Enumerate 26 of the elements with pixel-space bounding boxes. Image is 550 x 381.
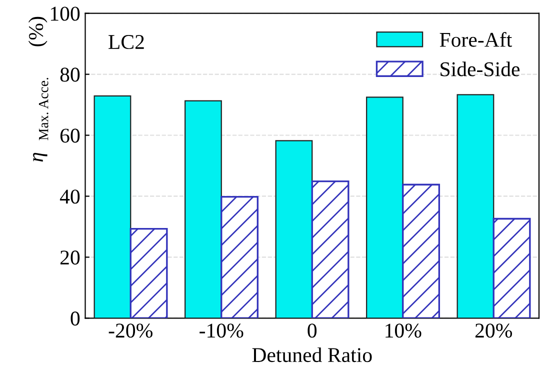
x-tick-label: 10% [386, 324, 422, 338]
bar [402, 184, 440, 318]
y-tick-label: 0 [70, 312, 80, 326]
bar [366, 96, 404, 318]
bar [275, 140, 313, 318]
x-axis-title: Detuned Ratio [252, 347, 372, 362]
x-tick-label: 0 [308, 324, 317, 338]
bar [184, 100, 222, 318]
text: η Max. Acce. (%) [28, 16, 48, 162]
bar [311, 180, 350, 318]
bar [94, 95, 132, 318]
legend-label: Fore-Aft [440, 32, 512, 47]
x-tick-label: 20% [475, 324, 512, 338]
annotation: LC2 [108, 35, 144, 50]
legend-label: Side-Side [440, 62, 520, 76]
x-tick-label: -10% [200, 324, 244, 338]
bar [456, 94, 494, 318]
bar [220, 196, 259, 318]
y-tick-label: 60 [60, 128, 80, 143]
bar [130, 228, 168, 318]
y-tick-label: 20 [60, 250, 80, 265]
y-tick-label: 40 [60, 190, 80, 204]
y-tick-label: 100 [50, 6, 80, 21]
x-tick-label: -20% [108, 324, 152, 338]
y-tick-label: 80 [60, 68, 80, 82]
bar [492, 218, 531, 318]
